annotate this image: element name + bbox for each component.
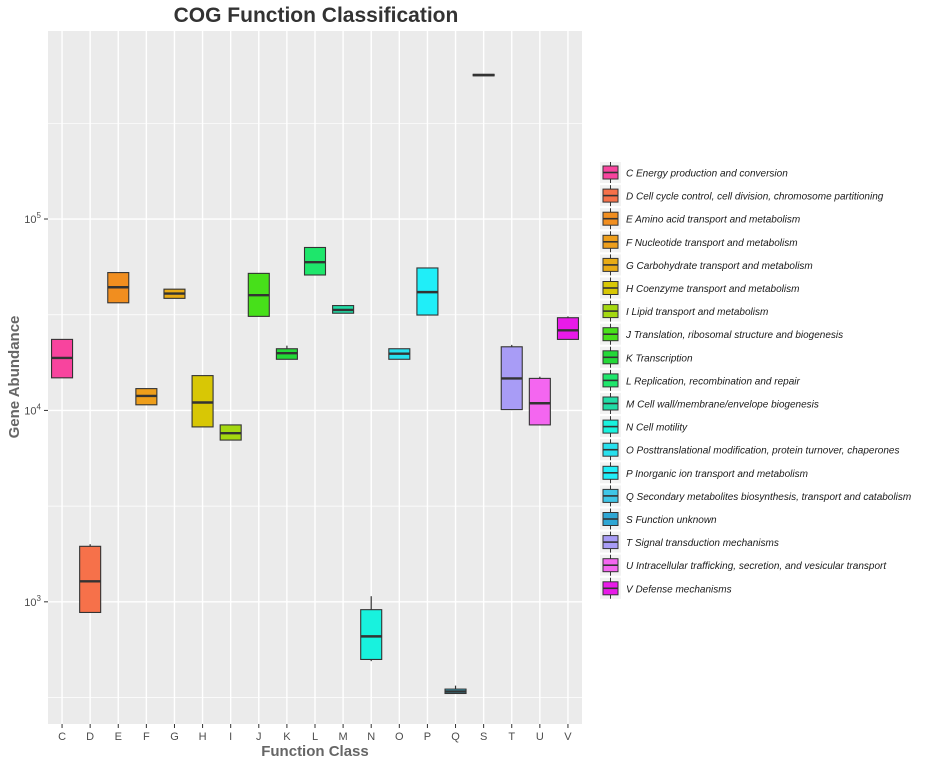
legend-label: H Coenzyme transport and metabolism [626,284,799,295]
x-tick-label: S [480,731,487,743]
box-q [444,685,467,695]
legend-label: D Cell cycle control, cell division, chr… [626,192,884,203]
box-h [191,375,214,428]
x-tick-label: O [395,731,404,743]
legend-item-v: V Defense mechanisms [600,577,732,599]
legend-label: I Lipid transport and metabolism [626,307,768,318]
x-tick-label: M [339,731,348,743]
legend-label: P Inorganic ion transport and metabolism [626,469,808,480]
x-tick-label: Q [451,731,460,743]
box-body [191,375,214,428]
box-body [79,545,102,614]
y-axis-title: Gene Abundance [6,316,23,439]
x-tick-label: N [367,731,375,743]
x-tick-label: D [86,731,94,743]
y-tick-label: 105 [24,211,41,226]
box-o [388,348,411,360]
grid-lines [48,31,582,724]
x-tick-label: F [143,731,150,743]
legend-item-g: G Carbohydrate transport and metabolism [600,254,813,276]
legend-item-d: D Cell cycle control, cell division, chr… [600,185,884,207]
box-g [163,288,186,299]
legend-item-s: S Function unknown [600,508,717,530]
x-tick-label: P [424,731,431,743]
box-s [472,73,495,77]
legend-item-p: P Inorganic ion transport and metabolism [600,462,808,484]
legend-item-i: I Lipid transport and metabolism [600,300,768,322]
legend-label: O Posttranslational modification, protei… [626,446,900,457]
x-tick-label: L [312,731,318,743]
box-k [275,345,298,360]
legend-item-n: N Cell motility [600,416,688,438]
legend-item-j: J Translation, ribosomal structure and b… [600,323,843,345]
legend-item-k: K Transcription [600,346,693,368]
legend-item-f: F Nucleotide transport and metabolism [600,231,798,253]
y-tick-label: 104 [24,402,41,417]
box-i [219,424,242,441]
legend-label: J Translation, ribosomal structure and b… [625,330,843,341]
legend-label: U Intracellular trafficking, secretion, … [626,561,887,572]
x-tick-label: J [256,731,262,743]
legend-item-u: U Intracellular trafficking, secretion, … [600,554,887,576]
legend-label: T Signal transduction mechanisms [626,538,779,549]
box-p [416,267,439,316]
legend-item-h: H Coenzyme transport and metabolism [600,277,799,299]
box-d [79,544,102,614]
box-l [303,246,327,276]
x-tick-label: T [508,731,515,743]
legend-label: Q Secondary metabolites biosynthesis, tr… [626,492,911,503]
legend-label: L Replication, recombination and repair [626,376,800,387]
x-tick-label: U [536,731,544,743]
x-tick-label: K [283,731,291,743]
x-tick-label: V [564,731,572,743]
boxes [51,73,579,695]
box-body [556,317,579,340]
box-n [360,596,383,662]
x-tick-label: I [229,731,232,743]
legend-label: E Amino acid transport and metabolism [626,215,800,226]
y-axis-ticks: 103 104 105 [24,211,48,609]
legend-item-t: T Signal transduction mechanisms [600,531,779,553]
x-tick-label: C [58,731,66,743]
box-m [332,305,355,314]
legend-label: F Nucleotide transport and metabolism [626,238,798,249]
box-j [247,272,270,317]
legend-label: S Function unknown [626,515,717,526]
legend-label: C Energy production and conversion [626,169,788,180]
legend-label: M Cell wall/membrane/envelope biogenesis [626,400,819,411]
y-tick-label: 103 [24,594,41,609]
box-e [107,272,130,304]
legend-label: N Cell motility [626,423,688,434]
legend-item-e: E Amino acid transport and metabolism [600,208,800,230]
legend-item-m: M Cell wall/membrane/envelope biogenesis [600,393,819,414]
x-tick-label: G [170,731,179,743]
legend-label: K Transcription [626,353,693,364]
legend-item-q: Q Secondary metabolites biosynthesis, tr… [600,485,911,507]
legend-item-l: L Replication, recombination and repair [600,369,800,391]
box-body [528,377,551,426]
legend: C Energy production and conversion D Cell… [600,162,911,599]
x-axis-title: Function Class [261,743,369,760]
legend-label: V Defense mechanisms [626,584,732,595]
legend-label: G Carbohydrate transport and metabolism [626,261,813,272]
box-t [500,344,523,411]
box-v [556,316,579,340]
box-c [51,338,74,379]
legend-item-o: O Posttranslational modification, protei… [600,439,900,461]
x-tick-label: H [199,731,207,743]
legend-item-c: C Energy production and conversion [600,162,788,183]
box-body [360,609,383,660]
box-f [135,388,158,406]
chart-title: COG Function Classification [174,4,459,27]
box-u [528,376,551,426]
x-tick-label: E [115,731,122,743]
